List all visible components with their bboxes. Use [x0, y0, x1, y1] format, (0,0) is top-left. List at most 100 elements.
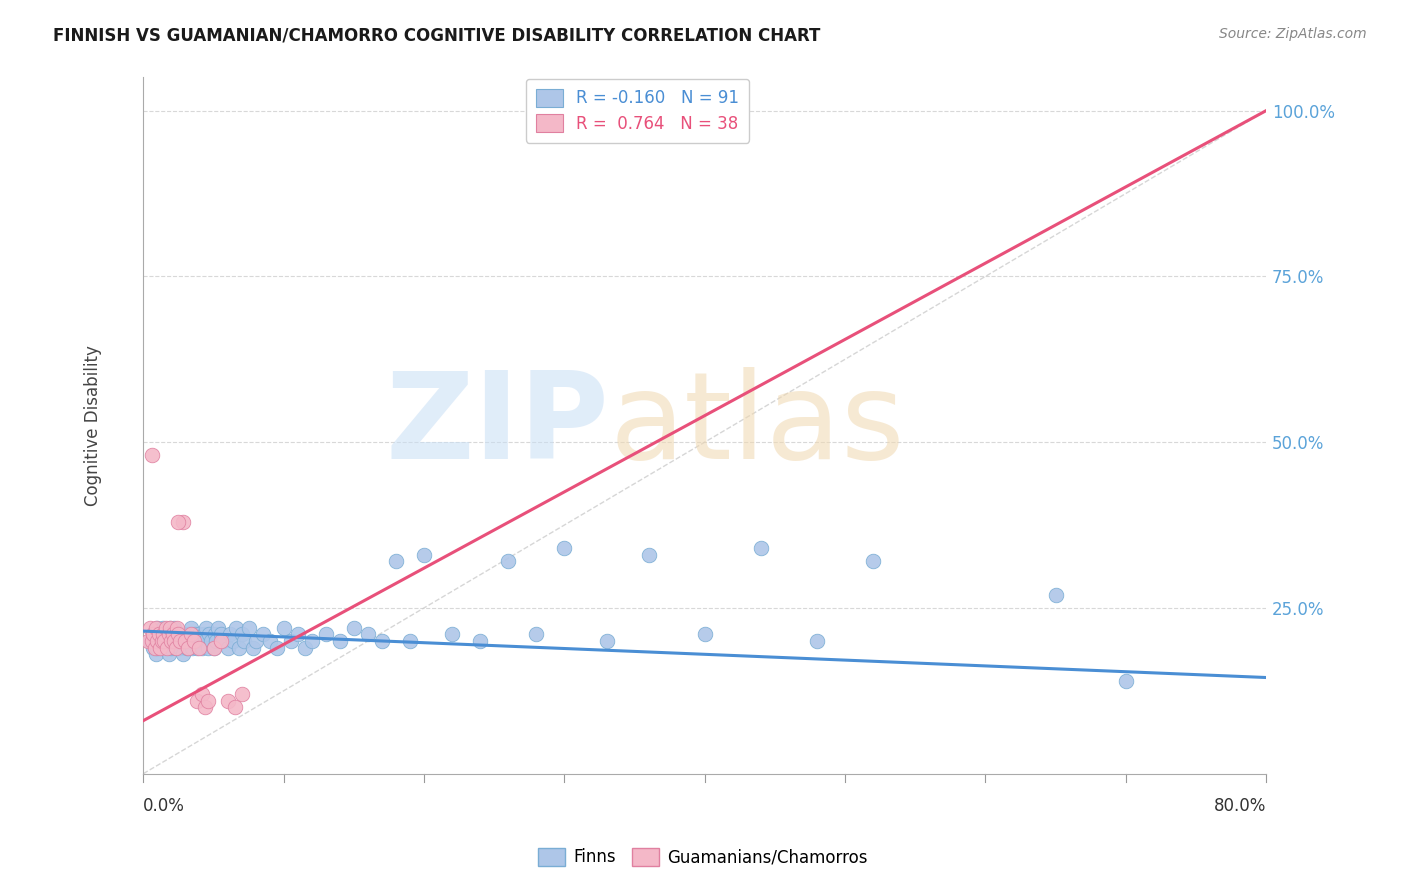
- Point: [197, 640, 219, 655]
- Point: [157, 627, 180, 641]
- Point: [177, 627, 200, 641]
- Point: [186, 640, 208, 655]
- Point: [169, 640, 191, 655]
- Point: [152, 627, 174, 641]
- Point: [162, 627, 184, 641]
- Point: [160, 634, 183, 648]
- Point: [357, 627, 380, 641]
- Point: [146, 621, 169, 635]
- Point: [273, 621, 295, 635]
- Point: [152, 621, 174, 635]
- Point: [146, 634, 169, 648]
- Point: [153, 634, 176, 648]
- Point: [160, 640, 183, 655]
- Point: [209, 627, 232, 641]
- Point: [1045, 588, 1067, 602]
- Point: [145, 621, 167, 635]
- Point: [862, 554, 884, 568]
- Text: 0.0%: 0.0%: [143, 797, 186, 815]
- Point: [162, 627, 184, 641]
- Point: [181, 640, 204, 655]
- Point: [204, 627, 226, 641]
- Point: [806, 634, 828, 648]
- Point: [184, 627, 207, 641]
- Point: [191, 687, 214, 701]
- Point: [188, 640, 211, 655]
- Point: [287, 627, 309, 641]
- Point: [202, 640, 225, 655]
- Point: [163, 621, 186, 635]
- Legend: R = -0.160   N = 91, R =  0.764   N = 38: R = -0.160 N = 91, R = 0.764 N = 38: [526, 78, 749, 143]
- Point: [165, 640, 187, 655]
- Point: [165, 640, 187, 655]
- Point: [143, 627, 166, 641]
- Point: [145, 648, 167, 662]
- Point: [163, 634, 186, 648]
- Point: [200, 634, 222, 648]
- Point: [217, 640, 239, 655]
- Point: [343, 621, 366, 635]
- Point: [194, 634, 217, 648]
- Text: Source: ZipAtlas.com: Source: ZipAtlas.com: [1219, 27, 1367, 41]
- Text: ZIP: ZIP: [385, 367, 609, 484]
- Point: [142, 640, 165, 655]
- Text: 80.0%: 80.0%: [1213, 797, 1267, 815]
- Point: [142, 627, 165, 641]
- Point: [212, 634, 235, 648]
- Point: [441, 627, 464, 641]
- Point: [524, 627, 547, 641]
- Point: [177, 640, 200, 655]
- Point: [186, 694, 208, 708]
- Point: [242, 640, 264, 655]
- Point: [470, 634, 492, 648]
- Point: [163, 634, 186, 648]
- Point: [294, 640, 316, 655]
- Point: [266, 640, 288, 655]
- Point: [231, 687, 253, 701]
- Text: Cognitive Disability: Cognitive Disability: [84, 345, 101, 506]
- Point: [155, 621, 177, 635]
- Point: [167, 627, 190, 641]
- Point: [252, 627, 274, 641]
- Point: [371, 634, 394, 648]
- Point: [190, 634, 212, 648]
- Point: [176, 640, 198, 655]
- Point: [172, 515, 194, 529]
- Point: [187, 634, 209, 648]
- Point: [595, 634, 617, 648]
- Point: [219, 627, 242, 641]
- Point: [1115, 673, 1137, 688]
- Point: [301, 634, 323, 648]
- Point: [159, 621, 181, 635]
- Point: [150, 634, 173, 648]
- Point: [193, 627, 215, 641]
- Point: [188, 627, 211, 641]
- Point: [315, 627, 337, 641]
- Point: [146, 640, 169, 655]
- Point: [207, 621, 229, 635]
- Point: [136, 634, 159, 648]
- Point: [143, 640, 166, 655]
- Point: [139, 621, 162, 635]
- Point: [198, 627, 221, 641]
- Point: [149, 640, 172, 655]
- Point: [496, 554, 519, 568]
- Point: [194, 700, 217, 714]
- Point: [139, 634, 162, 648]
- Point: [159, 621, 181, 635]
- Point: [202, 640, 225, 655]
- Point: [167, 515, 190, 529]
- Point: [180, 621, 202, 635]
- Point: [224, 700, 246, 714]
- Point: [233, 634, 256, 648]
- Point: [167, 627, 190, 641]
- Point: [157, 648, 180, 662]
- Point: [329, 634, 352, 648]
- Point: [222, 634, 245, 648]
- Point: [197, 694, 219, 708]
- Point: [169, 634, 191, 648]
- Point: [148, 627, 170, 641]
- Point: [693, 627, 716, 641]
- Point: [238, 621, 260, 635]
- Text: FINNISH VS GUAMANIAN/CHAMORRO COGNITIVE DISABILITY CORRELATION CHART: FINNISH VS GUAMANIAN/CHAMORRO COGNITIVE …: [53, 27, 821, 45]
